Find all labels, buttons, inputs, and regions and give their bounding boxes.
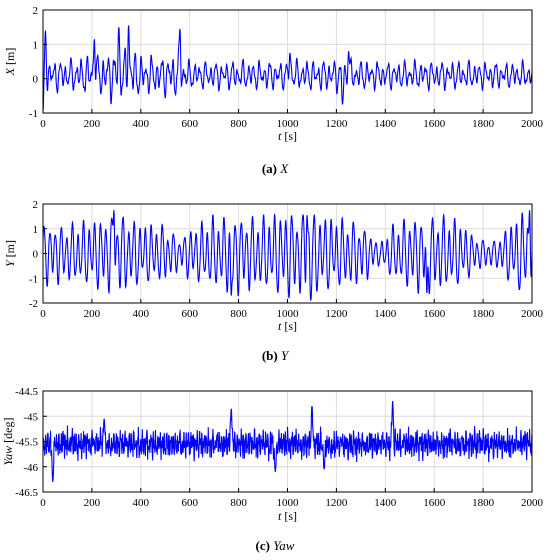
y-tick-label: 1 xyxy=(33,39,39,51)
x-axis-label: t [s] xyxy=(278,319,297,333)
x-tick-label: 2000 xyxy=(521,308,544,320)
x-tick-label: 600 xyxy=(181,118,198,130)
x-axis-label: t [s] xyxy=(278,509,297,523)
y-axis-label: Y [m] xyxy=(3,240,17,267)
y-tick-label: -45.5 xyxy=(15,437,38,449)
panel-caption: (c) Yaw xyxy=(256,538,295,553)
chart-panel-3: 0 200 400 600 800 1000 1200 1400 1600 1800 2000 -46… xyxy=(1,386,544,553)
y-tick-label: 2 xyxy=(33,199,39,211)
chart-panel-1: 0 200 400 600 800 1000 1200 1400 1600 1800 2000-10… xyxy=(3,5,544,176)
y-axis-label: Yaw [deg] xyxy=(1,418,15,466)
x-tick-label: 1800 xyxy=(472,118,495,130)
y-tick-label: -44.5 xyxy=(15,386,38,398)
x-tick-label: 1800 xyxy=(472,308,495,320)
x-tick-label: 400 xyxy=(133,497,150,509)
x-tick-label: 1400 xyxy=(374,308,397,320)
y-tick-label: 0 xyxy=(33,249,39,261)
y-tick-label: -2 xyxy=(29,298,38,310)
x-tick-label: 1600 xyxy=(423,308,446,320)
x-tick-label: 1600 xyxy=(423,118,446,130)
x-tick-label: 1400 xyxy=(374,497,397,509)
panel-caption: (b) Y xyxy=(262,348,290,363)
y-axis-label: X [m] xyxy=(3,48,17,77)
y-tick-label: 2 xyxy=(33,5,39,17)
x-tick-label: 400 xyxy=(133,118,150,130)
x-tick-label: 600 xyxy=(181,497,198,509)
x-tick-label: 1200 xyxy=(325,308,348,320)
x-tick-label: 1000 xyxy=(277,118,300,130)
x-tick-label: 200 xyxy=(84,497,101,509)
x-tick-label: 800 xyxy=(230,497,247,509)
y-tick-label: -1 xyxy=(29,273,38,285)
x-tick-label: 1800 xyxy=(472,497,495,509)
panel-caption: (a) X xyxy=(262,161,289,176)
chart-panel-2: 0 200 400 600 800 1000 1200 1400 1600 1800 2000 -2 -… xyxy=(3,199,544,363)
x-tick-label: 1600 xyxy=(423,497,446,509)
x-tick-label: 400 xyxy=(133,308,150,320)
x-tick-label: 1000 xyxy=(277,308,300,320)
y-tick-label: -1 xyxy=(29,108,38,120)
x-tick-label: 1200 xyxy=(325,118,348,130)
y-tick-label: 1 xyxy=(33,224,39,236)
x-axis-label: t [s] xyxy=(278,129,297,143)
y-tick-label: -45 xyxy=(23,411,38,423)
x-tick-label: 1200 xyxy=(325,497,348,509)
x-tick-label: 2000 xyxy=(521,497,544,509)
x-tick-label: 2000 xyxy=(521,118,544,130)
series-line xyxy=(42,210,533,301)
y-tick-label: -46 xyxy=(23,462,38,474)
x-tick-label: 0 xyxy=(40,118,46,130)
x-tick-label: 0 xyxy=(40,308,46,320)
x-tick-label: 1400 xyxy=(374,118,397,130)
x-tick-label: 1000 xyxy=(277,497,300,509)
x-tick-label: 800 xyxy=(230,308,247,320)
x-tick-label: 200 xyxy=(84,118,101,130)
x-tick-label: 800 xyxy=(230,118,247,130)
y-tick-label: 0 xyxy=(33,74,39,86)
series-line xyxy=(42,25,533,112)
y-tick-label: -46.5 xyxy=(15,487,38,499)
x-tick-label: 200 xyxy=(84,308,101,320)
x-tick-label: 0 xyxy=(40,497,46,509)
x-tick-label: 600 xyxy=(181,308,198,320)
series-line xyxy=(42,401,533,482)
